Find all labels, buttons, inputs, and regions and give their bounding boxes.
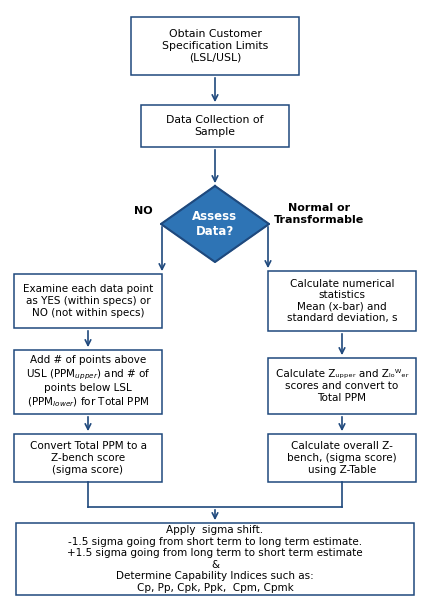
Text: Calculate overall Z-
bench, (sigma score)
using Z-Table: Calculate overall Z- bench, (sigma score… [287,441,397,474]
FancyBboxPatch shape [268,271,416,331]
FancyBboxPatch shape [16,523,414,595]
Text: Normal or
Transformable: Normal or Transformable [274,203,364,225]
FancyBboxPatch shape [14,434,162,482]
FancyBboxPatch shape [268,358,416,414]
Text: NO: NO [134,206,153,216]
FancyBboxPatch shape [131,17,299,75]
Text: Examine each data point
as YES (within specs) or
NO (not within specs): Examine each data point as YES (within s… [23,284,153,318]
Text: Obtain Customer
Specification Limits
(LSL/USL): Obtain Customer Specification Limits (LS… [162,30,268,62]
Text: Convert Total PPM to a
Z-bench score
(sigma score): Convert Total PPM to a Z-bench score (si… [30,441,147,474]
Polygon shape [161,186,269,262]
Text: Add # of points above
USL (PPM$_{upper}$) and # of
points below LSL
(PPM$_{lower: Add # of points above USL (PPM$_{upper}$… [25,355,150,408]
FancyBboxPatch shape [141,105,289,147]
Text: Apply  sigma shift.
-1.5 sigma going from short term to long term estimate.
+1.5: Apply sigma shift. -1.5 sigma going from… [67,525,363,593]
Text: Calculate numerical
statistics
Mean (x-bar) and
standard deviation, s: Calculate numerical statistics Mean (x-b… [287,279,397,324]
Text: Assess
Data?: Assess Data? [193,210,237,238]
Text: Data Collection of
Sample: Data Collection of Sample [166,115,264,137]
FancyBboxPatch shape [14,274,162,328]
FancyBboxPatch shape [268,434,416,482]
Text: Calculate Zᵤₚₚₑᵣ and Zₗₒᵂₑᵣ
scores and convert to
Total PPM: Calculate Zᵤₚₚₑᵣ and Zₗₒᵂₑᵣ scores and c… [276,370,408,402]
FancyBboxPatch shape [14,350,162,414]
